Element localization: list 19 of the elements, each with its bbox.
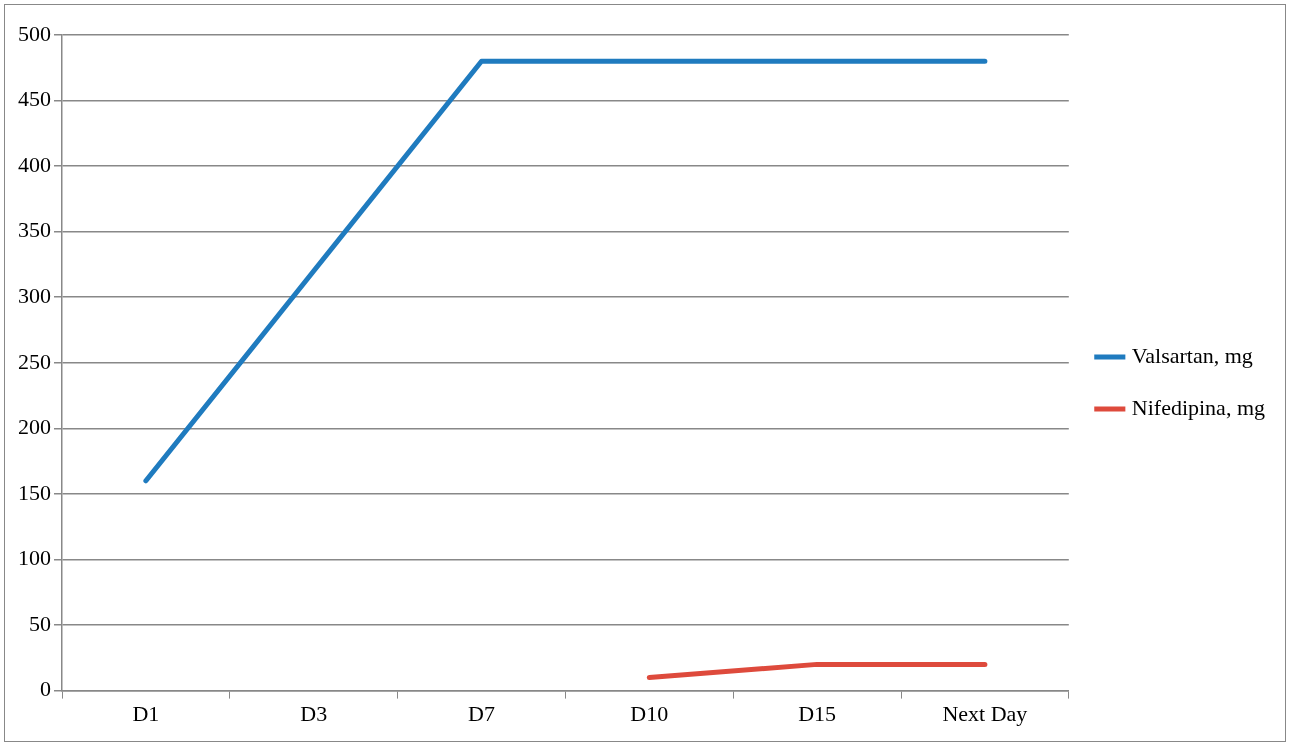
x-tick-label: D1	[132, 700, 160, 726]
x-tick-label: D15	[798, 700, 837, 726]
y-tick-label: 350	[18, 217, 51, 243]
y-tick-label: 450	[18, 86, 51, 112]
y-tick-label: 200	[18, 414, 51, 440]
legend-label: Nifedipina, mg	[1131, 394, 1266, 420]
x-tick-label: Next Day	[942, 700, 1028, 726]
y-tick-label: 400	[18, 151, 51, 177]
y-tick-label: 300	[18, 283, 51, 309]
y-tick-label: 50	[29, 610, 51, 636]
y-tick-label: 100	[18, 545, 51, 571]
y-tick-label: 250	[18, 348, 51, 374]
x-tick-label: D10	[630, 700, 669, 726]
y-tick-label: 0	[40, 676, 51, 702]
y-tick-label: 150	[18, 479, 51, 505]
legend-label: Valsartan, mg	[1131, 342, 1253, 368]
x-tick-label: D3	[300, 700, 328, 726]
x-tick-label: D7	[468, 700, 495, 726]
y-tick-label: 500	[18, 20, 51, 46]
